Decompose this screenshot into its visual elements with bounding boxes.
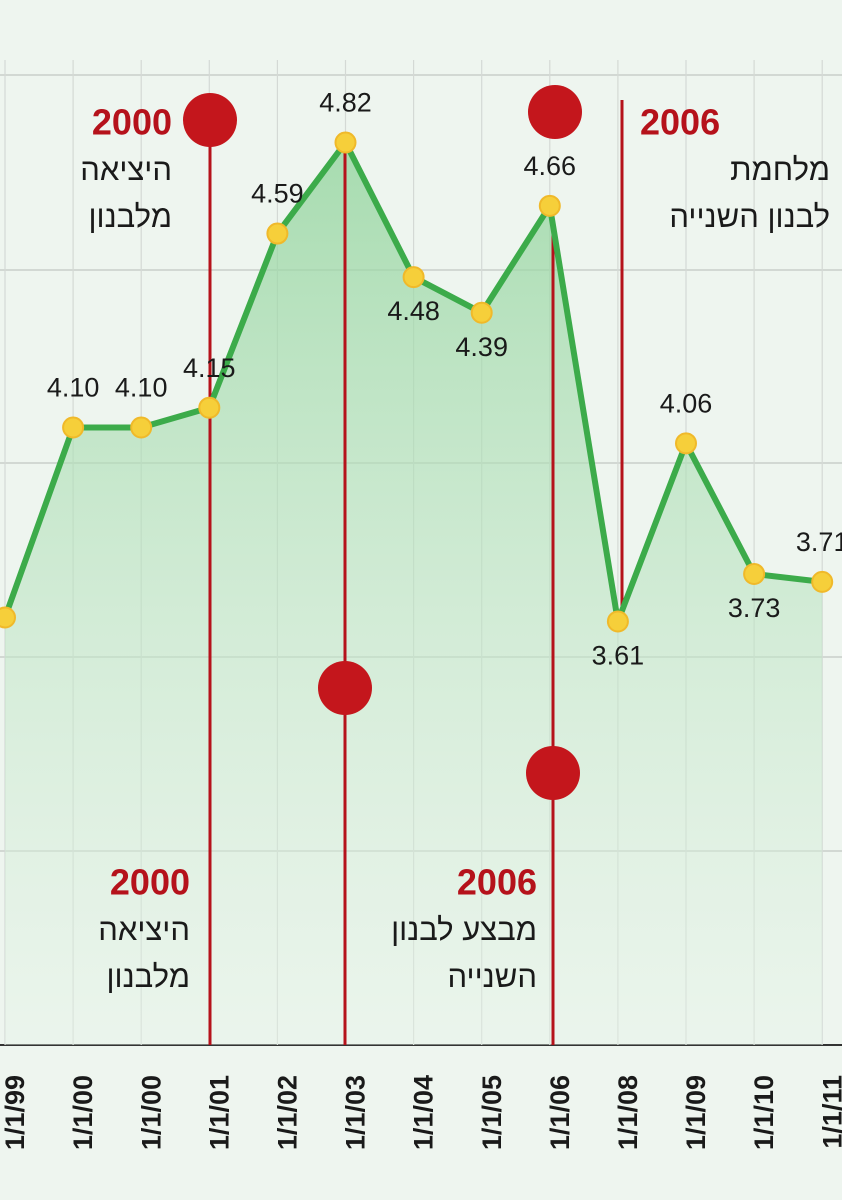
annotation-text: מלחמת bbox=[730, 152, 830, 187]
data-label: 4.82 bbox=[319, 88, 372, 118]
point bbox=[675, 432, 697, 455]
annotation-text: השנייה bbox=[448, 959, 537, 994]
x-tick-label: 1/1/06 bbox=[545, 1075, 575, 1150]
point bbox=[130, 416, 153, 439]
annotation-text: היציאה bbox=[98, 912, 190, 947]
annotation-year: 2006 bbox=[640, 102, 720, 143]
point bbox=[743, 562, 766, 585]
data-label: 4.15 bbox=[183, 353, 236, 383]
data-label: 4.48 bbox=[387, 296, 440, 326]
x-tick-label: 1/1/05 bbox=[477, 1075, 507, 1150]
point bbox=[0, 606, 16, 629]
annotation-text: מלבנון bbox=[106, 959, 190, 994]
data-label: 4.10 bbox=[115, 373, 168, 403]
data-label: 4.06 bbox=[660, 388, 713, 418]
annotation-year: 2006 bbox=[457, 862, 537, 903]
event-dot bbox=[526, 746, 580, 800]
annotation-year: 2000 bbox=[110, 862, 190, 903]
data-label: 4.59 bbox=[251, 179, 304, 209]
point bbox=[198, 396, 221, 419]
point bbox=[266, 222, 289, 245]
data-label: 4.39 bbox=[455, 332, 508, 362]
data-label: 3.61 bbox=[592, 641, 645, 671]
x-tick-label: 1/1/03 bbox=[341, 1075, 371, 1150]
point bbox=[62, 416, 85, 439]
annotation-text: לבנון השנייה bbox=[669, 199, 830, 234]
x-tick-label: 1/1/08 bbox=[613, 1075, 643, 1150]
annotation-text: מבצע לבנון bbox=[391, 912, 537, 947]
point bbox=[606, 610, 629, 633]
x-tick-label: 1/1/00 bbox=[68, 1075, 98, 1150]
point bbox=[811, 570, 834, 593]
data-label: 4.66 bbox=[524, 151, 577, 181]
data-label: 3.73 bbox=[728, 593, 781, 623]
x-tick-label: 1/1/02 bbox=[273, 1075, 303, 1150]
data-label: 3.71 bbox=[796, 527, 842, 557]
point bbox=[470, 301, 493, 324]
x-tick-label: 1/1/04 bbox=[409, 1075, 439, 1150]
x-tick-label: 1/1/09 bbox=[681, 1075, 711, 1150]
event-dot bbox=[318, 661, 372, 715]
x-tick-label: 1/1/11 bbox=[817, 1075, 842, 1149]
event-dot bbox=[183, 93, 237, 147]
event-dot bbox=[528, 85, 582, 139]
point bbox=[334, 131, 357, 154]
point bbox=[402, 266, 425, 289]
annotation-text: היציאה bbox=[80, 152, 172, 187]
x-tick-label: 1/1/01 bbox=[204, 1075, 234, 1150]
annotation-text: מלבנון bbox=[88, 199, 172, 234]
data-label: 4.10 bbox=[47, 373, 100, 403]
annotation-year: 2000 bbox=[92, 102, 172, 143]
x-tick-label: 1/1/99 bbox=[0, 1075, 30, 1150]
x-tick-label: 1/1/00 bbox=[136, 1075, 166, 1150]
point bbox=[538, 194, 561, 217]
x-tick-label: 1/1/10 bbox=[749, 1075, 779, 1150]
